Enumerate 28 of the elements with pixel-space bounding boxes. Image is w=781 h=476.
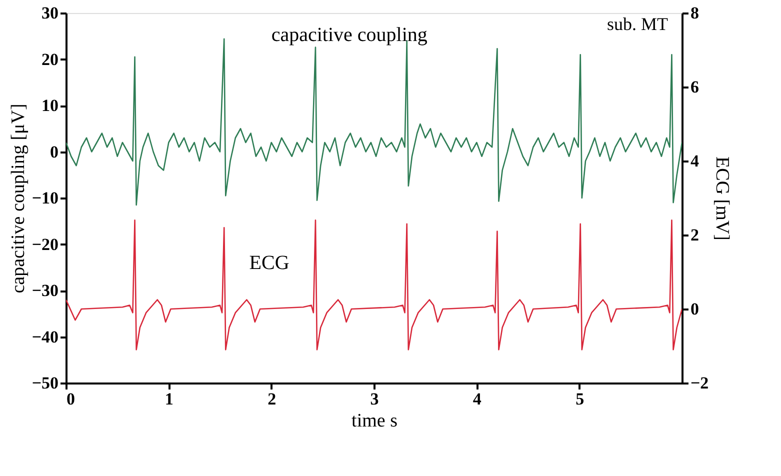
y2-tick-label: 8 [690,4,699,22]
x-axis-title: time s [352,410,398,432]
y2-tick-label: −2 [690,374,709,392]
series-label: capacitive coupling [271,24,428,46]
x-tick-label: 0 [66,390,75,408]
line-series [66,220,682,350]
y-tick-label: −20 [32,234,58,254]
y2-tick-label: 4 [690,152,700,170]
x-tick-label: 1 [164,390,174,408]
y-tick-label: −30 [32,281,58,300]
annotation: sub. MT [606,14,668,34]
series-label: ECG [249,252,290,274]
y2-tick-label: 6 [690,78,699,96]
y-tick-label: 0 [50,142,58,162]
y-tick-label: 10 [42,96,58,115]
y-tick-label: 20 [42,50,58,69]
x-tick-label: 4 [472,390,482,408]
y2-tick-label: 2 [690,226,699,244]
x-tick-label: 3 [370,390,379,408]
y-tick-label: −50 [32,374,58,392]
x-tick-label: 2 [268,390,276,408]
y-tick-label: −10 [32,188,58,208]
y-axis-title: capacitive coupling [μV] [8,104,29,294]
y-tick-label: 30 [42,4,58,22]
y2-axis-title: ECG [mV] [712,156,733,240]
y2-tick-label: 0 [690,300,699,318]
x-tick-label: 5 [576,390,584,408]
y-tick-label: −40 [32,327,58,346]
